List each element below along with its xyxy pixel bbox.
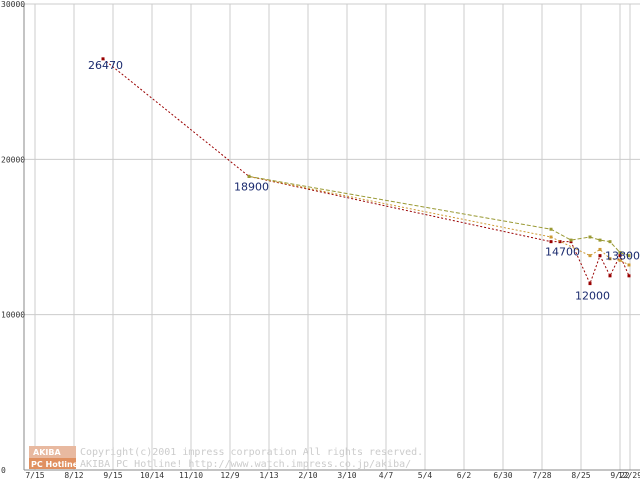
data-point bbox=[569, 240, 573, 244]
x-tick-label: 12/29 bbox=[618, 471, 640, 480]
y-tick-label: 20000 bbox=[1, 155, 25, 164]
data-point bbox=[618, 258, 622, 262]
data-point bbox=[618, 254, 622, 258]
data-point bbox=[608, 274, 612, 278]
x-tick-label: 12/9 bbox=[220, 471, 239, 480]
data-point bbox=[598, 254, 602, 258]
x-tick-label: 7/15 bbox=[25, 471, 44, 480]
x-tick-label: 3/10 bbox=[337, 471, 356, 480]
series-line-series-1 bbox=[102, 58, 630, 285]
x-tick-label: 5/4 bbox=[418, 471, 433, 480]
y-tick-label: 0 bbox=[1, 466, 6, 475]
x-tick-label: 11/10 bbox=[179, 471, 203, 480]
data-label: 12000 bbox=[575, 290, 610, 303]
x-tick-labels: 7/15 8/12 9/15 10/14 11/10 12/9 1/13 2/10 3/10 4/… bbox=[25, 471, 640, 480]
logo-top-text: AKIBA bbox=[33, 448, 61, 457]
data-point bbox=[549, 227, 553, 231]
grid-lines bbox=[24, 3, 640, 470]
data-point bbox=[598, 247, 602, 251]
data-point bbox=[101, 57, 105, 61]
data-point bbox=[588, 282, 592, 286]
data-point bbox=[627, 263, 631, 267]
data-point bbox=[608, 257, 612, 261]
data-labels: 26470 18900 14700 12000 13800 bbox=[88, 59, 640, 303]
akiba-logo-bottom bbox=[29, 458, 76, 469]
data-point bbox=[627, 254, 631, 258]
x-tick-label: 9/15 bbox=[103, 471, 122, 480]
data-point bbox=[549, 240, 553, 244]
y-tick-labels: 0 10000 20000 30000 bbox=[1, 0, 25, 475]
x-tick-label: 9/22 bbox=[610, 471, 629, 480]
x-tick-label: 10/14 bbox=[140, 471, 164, 480]
x-tick-label: 7/28 bbox=[532, 471, 551, 480]
x-tick-label: 8/12 bbox=[64, 471, 83, 480]
x-tick-label: 6/2 bbox=[457, 471, 472, 480]
series-line-series-3 bbox=[248, 175, 630, 257]
x-tick-label: 8/25 bbox=[571, 471, 590, 480]
data-point bbox=[618, 251, 622, 255]
x-tick-label: 2/10 bbox=[298, 471, 317, 480]
data-point bbox=[558, 240, 562, 244]
x-tick-label: 1/13 bbox=[259, 471, 278, 480]
data-label: 18900 bbox=[234, 180, 269, 193]
data-point bbox=[588, 235, 592, 239]
axes bbox=[23, 4, 640, 471]
data-point bbox=[247, 174, 251, 178]
y-tick-label: 30000 bbox=[1, 0, 25, 9]
data-label: 13800 bbox=[605, 250, 640, 263]
data-label: 14700 bbox=[545, 246, 580, 259]
data-point bbox=[549, 235, 553, 239]
credit-block: AKIBA PC Hotline Copyright(c)2001 impres… bbox=[29, 446, 423, 470]
y-tick-label: 10000 bbox=[1, 311, 25, 320]
copyright-text: Copyright(c)2001 impress corporation All… bbox=[80, 447, 423, 458]
data-point bbox=[569, 238, 573, 242]
x-tick-label: 6/30 bbox=[493, 471, 512, 480]
data-label: 26470 bbox=[88, 59, 123, 72]
x-tick-label: 4/7 bbox=[379, 471, 394, 480]
data-point bbox=[608, 240, 612, 244]
hotline-url-text: AKIBA PC Hotline! http://www.watch.impre… bbox=[80, 459, 411, 470]
series-lines bbox=[101, 57, 631, 286]
data-point bbox=[588, 254, 592, 258]
data-point bbox=[627, 274, 631, 278]
logo-bottom-text: PC Hotline bbox=[31, 460, 79, 469]
data-point bbox=[598, 238, 602, 242]
